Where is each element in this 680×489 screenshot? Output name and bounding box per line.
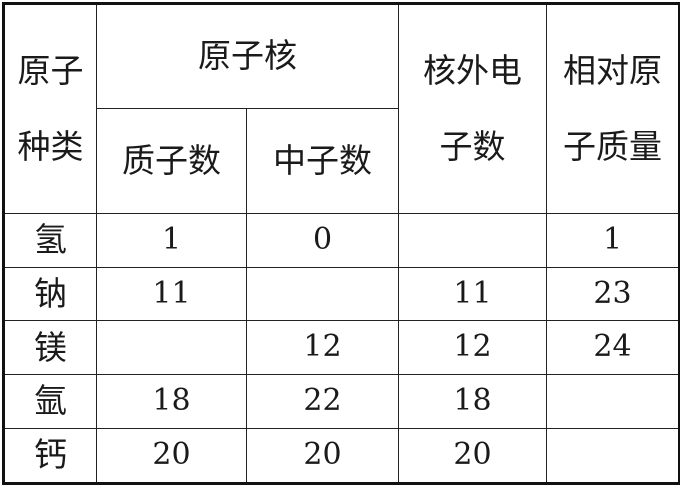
- header-mass: 相对原 子质量: [546, 3, 680, 214]
- cell-electrons: 18: [398, 374, 547, 429]
- cell-element: 钠: [3, 266, 97, 322]
- table-row: 钙 20 20 20: [3, 427, 680, 485]
- header-neutrons: 中子数: [246, 107, 399, 214]
- header-row-2: 质子数 中子数: [4, 107, 680, 214]
- cell-protons: [96, 320, 247, 376]
- cell-mass: 1: [546, 212, 680, 268]
- cell-neutrons: 12: [246, 320, 399, 376]
- cell-neutrons: 20: [246, 427, 399, 485]
- cell-electrons: 12: [398, 320, 547, 376]
- cell-neutrons: [246, 266, 399, 322]
- cell-mass: 23: [546, 266, 680, 322]
- cell-neutrons: 0: [246, 212, 399, 268]
- cell-element: 氢: [3, 212, 97, 268]
- cell-element: 钙: [3, 427, 97, 485]
- cell-mass: [546, 374, 680, 429]
- header-protons: 质子数: [96, 107, 247, 214]
- table-row: 镁 12 12 24: [3, 320, 680, 376]
- header-mass-line2: 子质量: [563, 126, 662, 166]
- header-nucleus: 原子核: [96, 3, 399, 109]
- cell-protons: 18: [96, 374, 247, 429]
- header-element-line2: 种类: [17, 126, 84, 166]
- header-electrons-line1: 核外电: [423, 51, 522, 90]
- table-row: 氩 18 22 18: [3, 374, 680, 429]
- header-row-1: 原子种类 原子核 核外电子数 相对原子质量: [3, 3, 680, 214]
- cell-protons: 11: [96, 266, 247, 322]
- cell-protons: 20: [96, 427, 247, 485]
- table-row: 钠 11 11 23: [3, 266, 680, 322]
- header-element-line1: 原子: [17, 51, 84, 90]
- header-electrons: 核外电 子数: [398, 3, 547, 214]
- cell-protons: 1: [96, 212, 247, 268]
- cell-electrons: 20: [398, 427, 547, 485]
- cell-element: 镁: [3, 320, 97, 376]
- cell-electrons: 11: [398, 266, 547, 322]
- cell-electrons: [398, 212, 547, 268]
- header-element: 原子 种类: [3, 3, 97, 214]
- cell-element: 氩: [3, 374, 97, 429]
- cell-mass: [546, 427, 680, 485]
- table-body: 氢 1 0 1 钠 11 11 23 镁 12 12 24 氩 18 22 18 钙 20 20 20: [3, 212, 680, 485]
- cell-mass: 24: [546, 320, 680, 376]
- header-mass-line1: 相对原: [563, 51, 662, 90]
- cell-neutrons: 22: [246, 374, 399, 429]
- header-electrons-line2: 子数: [439, 126, 506, 166]
